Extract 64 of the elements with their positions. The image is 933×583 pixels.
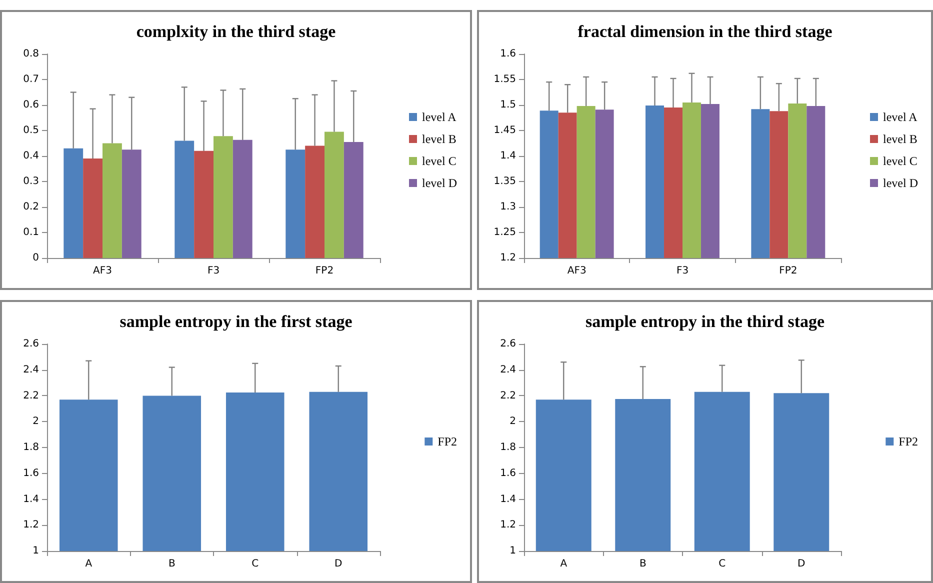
x-tick-label: A — [560, 558, 568, 570]
y-tick-label: 1.2 — [500, 520, 516, 531]
chart-title: sample entropy in the first stage — [120, 312, 353, 331]
y-tick-label: 1.35 — [494, 176, 516, 187]
legend-label: level A — [883, 110, 918, 124]
y-tick-label: 1.4 — [500, 494, 516, 505]
x-tick-label: B — [639, 558, 646, 570]
x-tick-label: FP2 — [779, 266, 798, 276]
y-tick-label: 0.8 — [23, 48, 39, 60]
x-tick-label: A — [85, 558, 92, 570]
legend-label: level C — [422, 154, 456, 168]
legend-label: level B — [883, 132, 918, 146]
y-tick-label: 0.4 — [23, 150, 39, 162]
x-tick-label: AF3 — [567, 266, 586, 276]
legend-label: FP2 — [898, 434, 918, 448]
y-tick-label: 1.3 — [500, 202, 516, 212]
y-tick-label: 1.8 — [23, 442, 39, 453]
legend-label: level D — [883, 176, 918, 190]
y-tick-label: 1.25 — [494, 227, 516, 238]
legend-label: level A — [422, 110, 457, 124]
chart-title: complxity in the third stage — [136, 22, 336, 41]
y-tick-label: 1.5 — [500, 100, 516, 110]
y-tick-label: 2.4 — [23, 364, 39, 376]
y-tick-label: 1 — [510, 546, 516, 556]
y-tick-label: 0.2 — [23, 202, 39, 212]
y-tick-label: 2.4 — [500, 364, 516, 376]
y-tick-label: 1.6 — [500, 468, 516, 479]
y-tick-label: 0 — [32, 252, 39, 264]
y-tick-label: 0.7 — [23, 74, 39, 85]
y-tick-label: 1.2 — [23, 520, 39, 531]
legend-label: FP2 — [438, 434, 458, 448]
y-tick-label: 1.4 — [23, 494, 39, 505]
chart-title: sample entropy in the third stage — [585, 312, 826, 331]
legend-label: level C — [883, 154, 918, 168]
y-tick-label: 2.6 — [500, 338, 516, 350]
y-tick-label: 2.2 — [500, 390, 516, 402]
x-tick-label: D — [334, 558, 343, 570]
x-tick-label: FP2 — [315, 266, 334, 276]
y-tick-label: 2.6 — [23, 338, 39, 350]
x-tick-label: F3 — [676, 266, 689, 276]
y-tick-label: 2.2 — [23, 390, 39, 402]
y-tick-label: 1.2 — [500, 252, 516, 264]
y-tick-label: 0.1 — [23, 227, 39, 238]
y-tick-label: 0.5 — [23, 125, 39, 136]
legend-label: level B — [422, 132, 456, 146]
chart-title: fractal dimension in the third stage — [578, 22, 833, 41]
y-tick-label: 1 — [32, 546, 39, 556]
y-tick-label: 1.55 — [494, 74, 516, 85]
x-tick-label: F3 — [207, 266, 220, 276]
x-tick-label: C — [252, 558, 259, 570]
y-tick-label: 2 — [510, 416, 516, 428]
x-tick-label: C — [718, 558, 726, 570]
y-tick-label: 1.8 — [500, 442, 516, 453]
x-tick-label: B — [168, 558, 176, 570]
x-tick-label: D — [798, 558, 806, 570]
y-tick-label: 1.6 — [23, 468, 39, 479]
y-tick-label: 1.4 — [500, 150, 516, 162]
y-tick-label: 2 — [32, 416, 39, 428]
y-tick-label: 0.6 — [23, 100, 39, 110]
y-tick-label: 0.3 — [23, 176, 39, 187]
y-tick-label: 1.45 — [494, 125, 516, 136]
x-tick-label: AF3 — [93, 266, 112, 276]
y-tick-label: 1.6 — [500, 48, 516, 60]
legend-label: level D — [422, 176, 458, 190]
